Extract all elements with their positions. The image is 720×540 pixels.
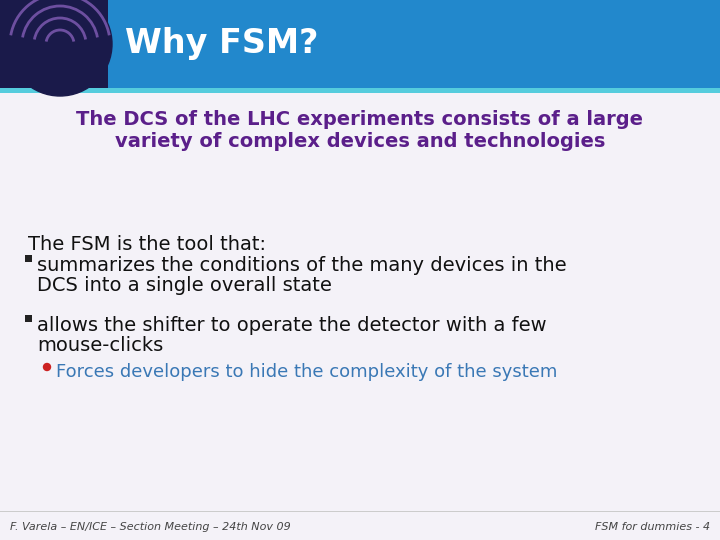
FancyBboxPatch shape [25, 255, 32, 262]
Text: allows the shifter to operate the detector with a few: allows the shifter to operate the detect… [37, 316, 546, 335]
Text: DCS into a single overall state: DCS into a single overall state [37, 276, 332, 295]
Text: F. Varela – EN/ICE – Section Meeting – 24th Nov 09: F. Varela – EN/ICE – Section Meeting – 2… [10, 522, 291, 532]
FancyBboxPatch shape [25, 315, 32, 322]
Text: The DCS of the LHC experiments consists of a large: The DCS of the LHC experiments consists … [76, 110, 644, 129]
FancyBboxPatch shape [0, 0, 108, 88]
Circle shape [43, 363, 50, 370]
FancyBboxPatch shape [0, 88, 720, 93]
Circle shape [8, 0, 112, 96]
Text: Why FSM?: Why FSM? [125, 28, 318, 60]
Text: summarizes the conditions of the many devices in the: summarizes the conditions of the many de… [37, 256, 567, 275]
FancyBboxPatch shape [0, 511, 720, 512]
Text: variety of complex devices and technologies: variety of complex devices and technolog… [114, 132, 606, 151]
Text: FSM for dummies - 4: FSM for dummies - 4 [595, 522, 710, 532]
Text: Forces developers to hide the complexity of the system: Forces developers to hide the complexity… [56, 363, 557, 381]
Text: mouse-clicks: mouse-clicks [37, 336, 163, 355]
FancyBboxPatch shape [108, 0, 720, 88]
FancyBboxPatch shape [0, 88, 720, 540]
Text: The FSM is the tool that:: The FSM is the tool that: [28, 235, 266, 254]
